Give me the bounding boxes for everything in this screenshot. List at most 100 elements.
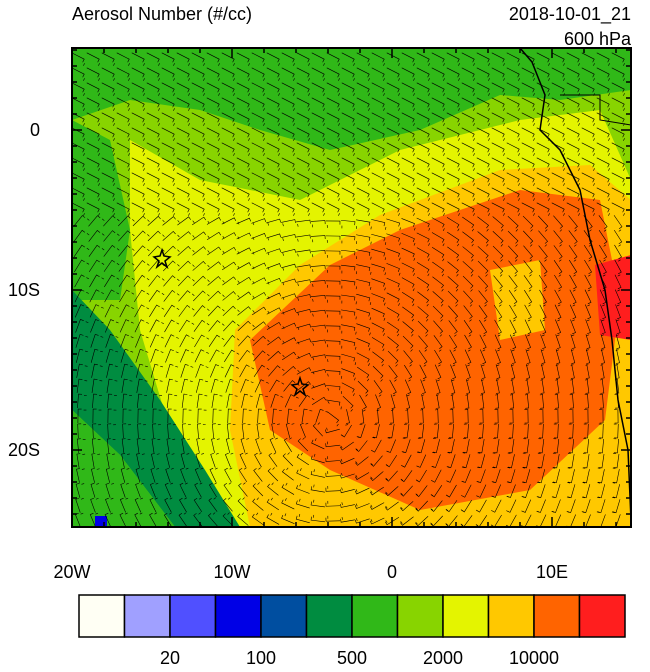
wind-barb bbox=[431, 232, 445, 247]
wind-barb bbox=[131, 82, 145, 96]
wind-barb bbox=[614, 289, 622, 307]
wind-barb bbox=[401, 232, 416, 246]
wind-barb bbox=[371, 52, 385, 66]
wind-barb bbox=[210, 452, 219, 468]
wind-barb bbox=[281, 82, 295, 96]
wind-barb bbox=[402, 424, 410, 439]
wind-barb bbox=[600, 319, 606, 336]
wind-barb bbox=[167, 423, 176, 439]
wind-barb bbox=[476, 469, 486, 483]
wind-barb bbox=[91, 453, 101, 468]
wind-barb bbox=[149, 497, 158, 513]
wind-barb bbox=[568, 215, 578, 232]
wind-barb bbox=[506, 157, 520, 171]
wind-barb bbox=[553, 423, 559, 440]
wind-barb bbox=[373, 380, 383, 397]
wind-barb bbox=[611, 67, 625, 81]
wind-barb bbox=[253, 350, 270, 362]
wind-barb bbox=[194, 349, 209, 363]
wind-barb bbox=[599, 274, 607, 292]
wind-barb bbox=[224, 452, 234, 468]
wind-barb bbox=[180, 363, 194, 378]
wind-barb bbox=[101, 52, 115, 66]
wind-barb bbox=[581, 202, 595, 216]
wind-barb bbox=[206, 142, 220, 156]
wind-barb bbox=[566, 142, 580, 156]
wind-barb bbox=[311, 202, 325, 216]
wind-barb bbox=[447, 276, 459, 292]
wind-barb bbox=[491, 112, 505, 126]
wind-barb bbox=[296, 249, 314, 258]
wind-barb bbox=[551, 157, 565, 171]
colorbar-label: 2000 bbox=[423, 648, 463, 667]
wind-barb bbox=[356, 234, 372, 245]
wind-barb bbox=[356, 157, 370, 171]
wind-barb bbox=[356, 52, 370, 66]
wind-barb bbox=[133, 289, 150, 303]
wind-barb bbox=[567, 454, 575, 469]
wind-barb bbox=[446, 142, 460, 156]
wind-barb bbox=[551, 67, 565, 81]
wind-barb bbox=[311, 52, 325, 66]
wind-barb bbox=[476, 142, 490, 156]
wind-barb bbox=[296, 82, 310, 96]
wind-barb bbox=[417, 306, 429, 322]
wind-barb bbox=[581, 484, 591, 499]
wind-barb bbox=[239, 452, 248, 468]
wind-barb bbox=[325, 295, 343, 304]
wind-barb bbox=[282, 366, 300, 376]
wind-barb bbox=[569, 379, 575, 396]
wind-barb bbox=[119, 512, 128, 527]
wind-barb bbox=[310, 250, 328, 258]
wind-barb bbox=[207, 290, 225, 302]
wind-barb bbox=[281, 97, 295, 111]
wind-barb bbox=[209, 349, 225, 363]
wind-barb bbox=[536, 67, 550, 81]
wind-barb bbox=[101, 127, 115, 141]
wind-barb bbox=[480, 379, 485, 396]
wind-barb bbox=[197, 423, 206, 439]
wind-barb bbox=[206, 202, 220, 216]
wind-barb bbox=[401, 172, 415, 186]
wind-barb bbox=[191, 97, 205, 111]
wind-barb bbox=[238, 335, 255, 347]
wind-barb bbox=[101, 172, 115, 186]
wind-barb bbox=[296, 452, 310, 466]
wind-barb bbox=[86, 82, 100, 96]
wind-barb bbox=[75, 483, 85, 498]
wind-barb bbox=[540, 334, 546, 352]
wind-barb bbox=[221, 82, 235, 96]
wind-barb bbox=[522, 454, 530, 469]
wind-barb bbox=[596, 499, 606, 514]
wind-barb bbox=[371, 233, 387, 245]
wind-barb bbox=[253, 364, 270, 377]
wind-barb bbox=[210, 378, 224, 393]
wind-barb bbox=[402, 335, 414, 352]
wind-barb bbox=[521, 67, 535, 81]
wind-barb bbox=[493, 304, 503, 322]
wind-barb bbox=[492, 231, 504, 247]
wind-barb bbox=[431, 82, 445, 96]
wind-barb bbox=[597, 454, 605, 469]
wind-barb bbox=[136, 438, 146, 453]
wind-barb bbox=[266, 218, 284, 227]
wind-barb bbox=[74, 304, 89, 318]
wind-barb bbox=[551, 112, 565, 126]
colorbar-box bbox=[169, 594, 217, 638]
wind-barb bbox=[161, 202, 175, 216]
wind-barb bbox=[119, 304, 134, 318]
wind-barb bbox=[508, 290, 518, 307]
wind-barb bbox=[107, 408, 117, 424]
wind-barb bbox=[446, 82, 460, 96]
wind-barb bbox=[104, 512, 113, 527]
y-tick-label: 10S bbox=[8, 280, 40, 300]
wind-barb bbox=[354, 518, 370, 524]
wind-barb bbox=[566, 484, 576, 499]
wind-barb bbox=[194, 467, 204, 483]
wind-barb bbox=[266, 321, 285, 330]
wind-barb bbox=[103, 230, 120, 242]
wind-barb bbox=[131, 67, 145, 81]
wind-barb bbox=[341, 220, 357, 229]
wind-barb bbox=[614, 244, 622, 262]
wind-barb bbox=[536, 172, 550, 186]
